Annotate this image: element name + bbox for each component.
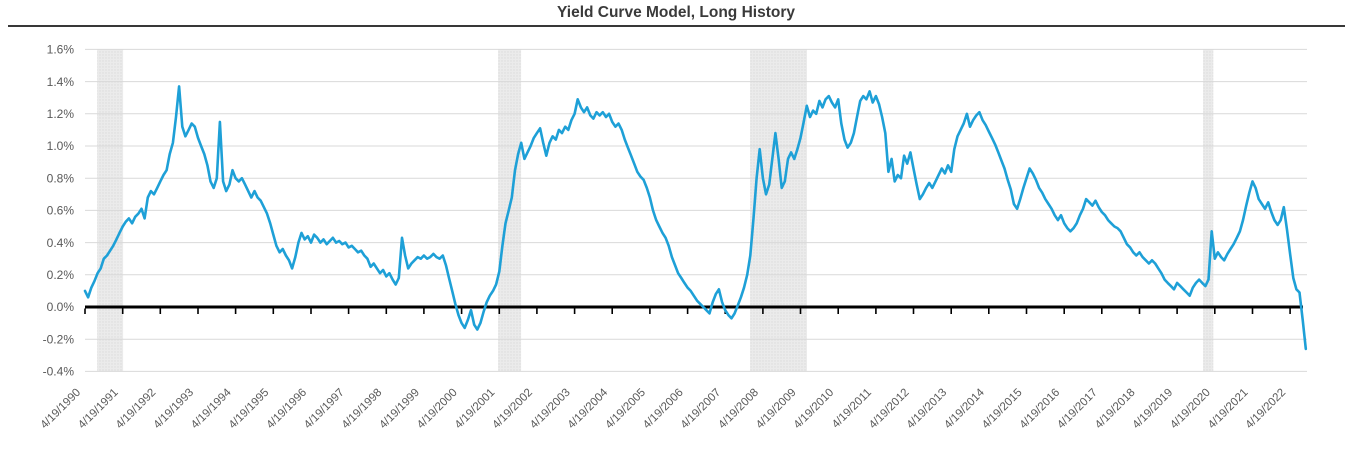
x-axis-label: 4/19/2020	[1168, 387, 1213, 432]
x-axis-label: 4/19/1999	[377, 387, 422, 432]
y-axis-label: 1.2%	[47, 107, 75, 121]
x-axis-label: 4/19/1993	[151, 387, 196, 432]
x-axis-label: 4/19/1996	[264, 387, 309, 432]
x-axis-label: 4/19/1998	[340, 387, 385, 432]
x-axis-label: 4/19/2006	[641, 387, 686, 432]
x-axis-label: 4/19/1997	[302, 387, 347, 432]
x-axis-label: 4/19/2018	[1093, 387, 1138, 432]
chart-title: Yield Curve Model, Long History	[557, 4, 795, 21]
title-rule	[8, 25, 1345, 27]
x-axis-label: 4/19/2002	[490, 387, 535, 432]
x-axis-label: 4/19/2013	[905, 387, 950, 432]
x-axis-label: 4/19/2000	[415, 387, 460, 432]
x-axis-label: 4/19/1992	[114, 387, 159, 432]
x-axis-label: 4/19/2001	[453, 387, 498, 432]
y-axis-label: 0.0%	[47, 300, 75, 314]
x-axis-label: 4/19/2012	[867, 387, 912, 432]
y-axis-label: -0.4%	[43, 365, 75, 379]
x-axis-label: 4/19/2015	[980, 387, 1025, 432]
y-axis-label: 0.6%	[47, 204, 75, 218]
x-axis-label: 4/19/2022	[1244, 387, 1289, 432]
y-axis-label: 1.4%	[47, 75, 75, 89]
x-axis-label: 4/19/2003	[528, 387, 573, 432]
x-axis-label: 4/19/1990	[38, 387, 83, 432]
x-axis-label: 4/19/2016	[1018, 387, 1063, 432]
y-axis-label: 0.2%	[47, 268, 75, 282]
x-axis-label: 4/19/2009	[754, 387, 799, 432]
x-axis-label: 4/19/2019	[1131, 387, 1176, 432]
y-axis-label: -0.2%	[43, 332, 75, 346]
x-axis-label: 4/19/2008	[716, 387, 761, 432]
x-axis-label: 4/19/2017	[1055, 387, 1100, 432]
x-axis-label: 4/19/2007	[679, 387, 724, 432]
x-axis-label: 4/19/1991	[76, 387, 121, 432]
series-line	[83, 85, 1308, 351]
y-axis-label: 0.4%	[47, 236, 75, 250]
x-axis-label: 4/19/2021	[1206, 387, 1251, 432]
y-axis-label: 1.0%	[47, 139, 75, 153]
y-axis-label: 1.6%	[47, 43, 75, 57]
y-axis-label: 0.8%	[47, 171, 75, 185]
x-axis-label: 4/19/2005	[603, 387, 648, 432]
x-axis-label: 4/19/2010	[792, 387, 837, 432]
x-axis-label: 4/19/1995	[227, 387, 272, 432]
